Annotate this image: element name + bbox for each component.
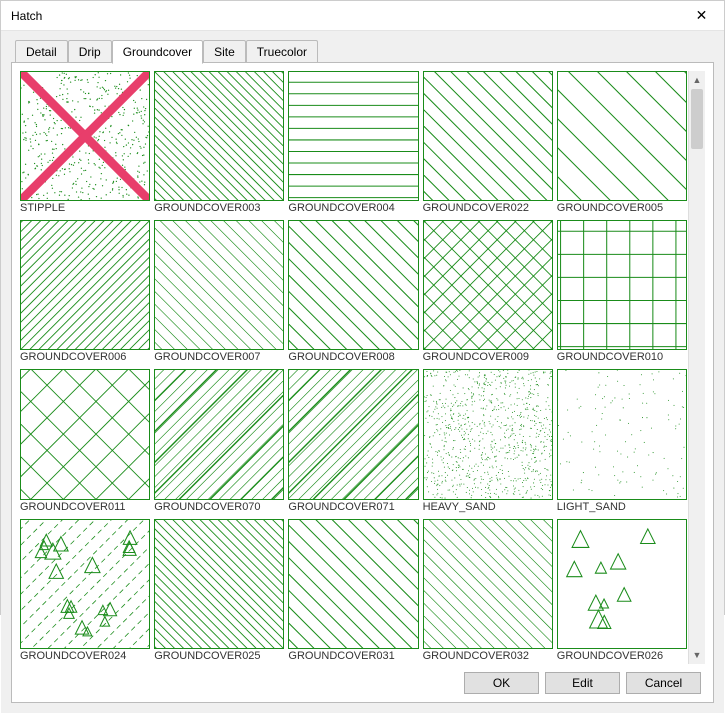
pattern-label: GROUNDCOVER004 xyxy=(288,201,418,216)
tab-truecolor[interactable]: Truecolor xyxy=(246,40,318,64)
tab-panel: STIPPLE GROUNDCOVER003 GROUNDCOVER004 GROUN… xyxy=(11,62,714,703)
pattern-swatch[interactable] xyxy=(288,220,418,350)
titlebar: Hatch ✕ xyxy=(1,1,724,31)
pattern-cell[interactable]: GROUNDCOVER004 xyxy=(288,71,418,216)
pattern-label: GROUNDCOVER010 xyxy=(557,350,687,365)
pattern-label: GROUNDCOVER011 xyxy=(20,500,150,515)
pattern-swatch[interactable] xyxy=(154,519,284,649)
pattern-swatch[interactable] xyxy=(423,519,553,649)
pattern-swatch[interactable] xyxy=(154,369,284,499)
pattern-grid: STIPPLE GROUNDCOVER003 GROUNDCOVER004 GROUN… xyxy=(20,71,705,664)
pattern-cell[interactable]: LIGHT_SAND xyxy=(557,369,687,514)
pattern-swatch[interactable] xyxy=(423,71,553,201)
pattern-label: GROUNDCOVER005 xyxy=(557,201,687,216)
pattern-label: HEAVY_SAND xyxy=(423,500,553,515)
pattern-label: STIPPLE xyxy=(20,201,150,216)
tab-strip: DetailDripGroundcoverSiteTruecolor xyxy=(11,39,714,63)
pattern-cell[interactable]: GROUNDCOVER071 xyxy=(288,369,418,514)
scrollbar[interactable]: ▲ ▼ xyxy=(688,71,705,664)
tab-site[interactable]: Site xyxy=(203,40,246,64)
pattern-swatch[interactable] xyxy=(557,220,687,350)
pattern-label: GROUNDCOVER007 xyxy=(154,350,284,365)
close-icon: ✕ xyxy=(696,7,708,24)
button-bar: OK Edit Cancel xyxy=(20,664,705,694)
pattern-cell[interactable]: GROUNDCOVER003 xyxy=(154,71,284,216)
content-area: DetailDripGroundcoverSiteTruecolor STIPP… xyxy=(1,31,724,713)
pattern-label: GROUNDCOVER008 xyxy=(288,350,418,365)
ok-button[interactable]: OK xyxy=(464,672,539,694)
pattern-cell[interactable]: GROUNDCOVER025 xyxy=(154,519,284,664)
scroll-down-icon[interactable]: ▼ xyxy=(689,647,705,664)
pattern-swatch[interactable] xyxy=(20,519,150,649)
pattern-cell[interactable]: HEAVY_SAND xyxy=(423,369,553,514)
pattern-label: GROUNDCOVER031 xyxy=(288,649,418,664)
close-button[interactable]: ✕ xyxy=(679,1,724,31)
pattern-label: GROUNDCOVER071 xyxy=(288,500,418,515)
pattern-swatch[interactable] xyxy=(423,220,553,350)
pattern-cell[interactable]: GROUNDCOVER031 xyxy=(288,519,418,664)
pattern-grid-wrap: STIPPLE GROUNDCOVER003 GROUNDCOVER004 GROUN… xyxy=(20,71,705,664)
pattern-cell[interactable]: GROUNDCOVER022 xyxy=(423,71,553,216)
pattern-swatch[interactable] xyxy=(288,369,418,499)
tab-detail[interactable]: Detail xyxy=(15,40,68,64)
cancel-button[interactable]: Cancel xyxy=(626,672,701,694)
pattern-label: GROUNDCOVER026 xyxy=(557,649,687,664)
pattern-swatch[interactable] xyxy=(423,369,553,499)
pattern-cell[interactable]: GROUNDCOVER007 xyxy=(154,220,284,365)
hatch-dialog: Hatch ✕ DetailDripGroundcoverSiteTruecol… xyxy=(0,0,725,615)
pattern-cell[interactable]: GROUNDCOVER008 xyxy=(288,220,418,365)
pattern-cell[interactable]: GROUNDCOVER070 xyxy=(154,369,284,514)
scroll-up-icon[interactable]: ▲ xyxy=(689,71,705,88)
pattern-label: GROUNDCOVER006 xyxy=(20,350,150,365)
pattern-cell[interactable]: GROUNDCOVER006 xyxy=(20,220,150,365)
pattern-label: GROUNDCOVER032 xyxy=(423,649,553,664)
tab-groundcover[interactable]: Groundcover xyxy=(112,40,203,64)
pattern-label: LIGHT_SAND xyxy=(557,500,687,515)
pattern-swatch[interactable] xyxy=(20,369,150,499)
pattern-swatch[interactable] xyxy=(288,71,418,201)
pattern-label: GROUNDCOVER025 xyxy=(154,649,284,664)
pattern-swatch[interactable] xyxy=(20,220,150,350)
pattern-swatch[interactable] xyxy=(154,71,284,201)
pattern-cell[interactable]: STIPPLE xyxy=(20,71,150,216)
pattern-label: GROUNDCOVER024 xyxy=(20,649,150,664)
pattern-label: GROUNDCOVER022 xyxy=(423,201,553,216)
pattern-cell[interactable]: GROUNDCOVER010 xyxy=(557,220,687,365)
window-title: Hatch xyxy=(11,9,42,23)
pattern-cell[interactable]: GROUNDCOVER032 xyxy=(423,519,553,664)
pattern-cell[interactable]: GROUNDCOVER005 xyxy=(557,71,687,216)
pattern-cell[interactable]: GROUNDCOVER024 xyxy=(20,519,150,664)
pattern-label: GROUNDCOVER070 xyxy=(154,500,284,515)
pattern-swatch[interactable] xyxy=(288,519,418,649)
pattern-swatch[interactable] xyxy=(154,220,284,350)
pattern-label: GROUNDCOVER009 xyxy=(423,350,553,365)
scroll-thumb[interactable] xyxy=(691,89,703,149)
pattern-cell[interactable]: GROUNDCOVER026 xyxy=(557,519,687,664)
pattern-swatch[interactable] xyxy=(557,71,687,201)
pattern-cell[interactable]: GROUNDCOVER011 xyxy=(20,369,150,514)
pattern-swatch[interactable] xyxy=(20,71,150,201)
edit-button[interactable]: Edit xyxy=(545,672,620,694)
tab-drip[interactable]: Drip xyxy=(68,40,112,64)
pattern-cell[interactable]: GROUNDCOVER009 xyxy=(423,220,553,365)
pattern-swatch[interactable] xyxy=(557,369,687,499)
pattern-swatch[interactable] xyxy=(557,519,687,649)
pattern-label: GROUNDCOVER003 xyxy=(154,201,284,216)
